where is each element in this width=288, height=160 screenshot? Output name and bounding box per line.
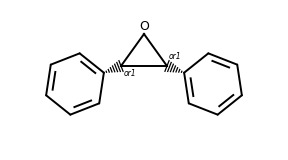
Text: or1: or1 <box>124 69 137 78</box>
Text: O: O <box>139 20 149 33</box>
Text: or1: or1 <box>169 52 182 61</box>
